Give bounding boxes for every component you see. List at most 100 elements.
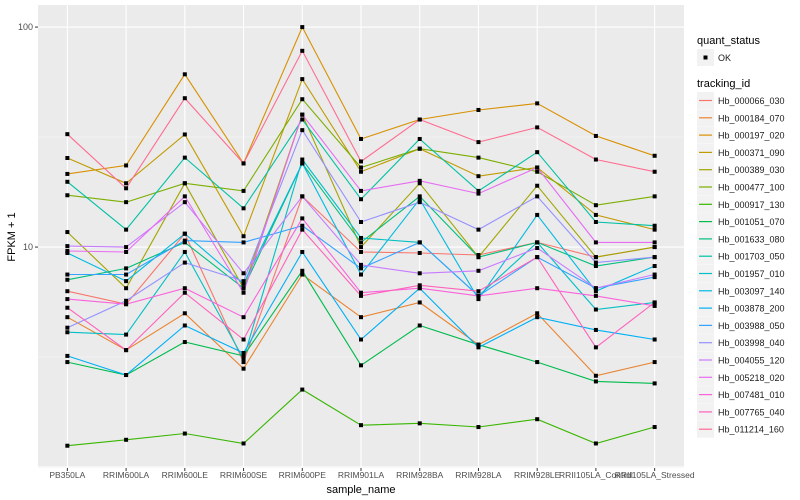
data-point-Hb_001633_080 [593, 264, 598, 269]
y-tick-label: 100 [18, 22, 33, 32]
data-point-Hb_007481_010 [652, 303, 657, 308]
data-point-Hb_000917_130 [652, 425, 657, 430]
data-point-Hb_000371_090 [182, 132, 187, 137]
data-point-Hb_000184_070 [65, 315, 70, 320]
data-point-Hb_000917_130 [417, 421, 422, 426]
data-point-Hb_003998_040 [124, 298, 129, 303]
data-point-Hb_003998_040 [652, 255, 657, 260]
data-point-Hb_000197_020 [182, 72, 187, 77]
data-point-Hb_000389_030 [652, 245, 657, 250]
data-point-Hb_000917_130 [182, 431, 187, 436]
x-tick-label: PB350LA [49, 470, 85, 480]
data-point-Hb_003878_200 [182, 323, 187, 328]
data-points [65, 25, 657, 448]
data-point-Hb_000371_090 [241, 234, 246, 239]
data-point-Hb_000477_100 [417, 146, 422, 151]
legend-label: Hb_003988_050 [718, 321, 785, 331]
data-point-Hb_007765_040 [417, 283, 422, 288]
legend-item: Hb_001703_050 [697, 247, 785, 265]
data-point-Hb_003097_140 [417, 197, 422, 202]
legend-label: Hb_001703_050 [718, 252, 785, 262]
data-point-Hb_001051_070 [65, 360, 70, 365]
data-point-Hb_000917_130 [359, 423, 363, 428]
data-point-Hb_007765_040 [65, 305, 70, 310]
data-point-Hb_000477_100 [359, 165, 363, 170]
data-point-Hb_003998_040 [300, 128, 305, 133]
data-point-Hb_001957_010 [182, 249, 187, 254]
data-point-Hb_001703_050 [652, 223, 657, 228]
data-point-Hb_003998_040 [417, 200, 422, 205]
data-point-Hb_001051_070 [182, 340, 187, 345]
legend-item: Hb_001051_070 [697, 213, 785, 231]
data-point-Hb_011214_160 [476, 140, 481, 145]
data-point-Hb_003998_040 [593, 260, 598, 265]
legend-label: Hb_000917_130 [718, 200, 785, 210]
legend-label: Hb_001957_010 [718, 269, 785, 279]
data-point-Hb_003878_200 [124, 373, 129, 378]
data-point-Hb_011214_160 [241, 161, 246, 166]
data-point-Hb_003878_200 [652, 337, 657, 342]
data-point-Hb_011214_160 [359, 159, 363, 164]
legend-label: Hb_005218_020 [718, 373, 785, 383]
legend-item: Hb_011214_160 [697, 420, 784, 438]
data-point-Hb_007765_040 [359, 293, 363, 298]
legend-item: Hb_000917_130 [697, 195, 785, 213]
data-point-Hb_003097_140 [593, 289, 598, 294]
legend-item: Hb_001633_080 [697, 230, 785, 248]
legend-label: Hb_003998_040 [718, 338, 785, 348]
data-point-Hb_000389_030 [124, 286, 129, 291]
data-point-Hb_001703_050 [241, 206, 246, 211]
data-point-Hb_011214_160 [417, 117, 422, 122]
data-point-Hb_000477_100 [476, 155, 481, 160]
data-point-Hb_011214_160 [182, 96, 187, 101]
data-point-Hb_001957_010 [241, 356, 246, 361]
data-point-Hb_011214_160 [652, 169, 657, 174]
legend-label: Hb_000477_100 [718, 183, 785, 193]
data-point-Hb_005218_020 [182, 194, 187, 199]
data-point-Hb_000371_090 [65, 156, 70, 161]
data-point-Hb_003988_050 [417, 240, 422, 245]
data-point-Hb_001051_070 [535, 360, 540, 365]
data-point-Hb_003998_040 [359, 219, 363, 224]
data-point-Hb_007481_010 [182, 286, 187, 291]
data-point-Hb_011214_160 [65, 132, 70, 137]
data-point-Hb_005218_020 [652, 240, 657, 245]
data-point-Hb_007765_040 [300, 227, 305, 232]
data-point-Hb_001633_080 [476, 255, 481, 260]
data-point-Hb_003097_140 [124, 279, 129, 284]
data-point-Hb_004055_120 [65, 244, 70, 249]
data-point-Hb_000477_100 [652, 194, 657, 199]
data-point-Hb_003998_040 [65, 325, 70, 330]
data-point-Hb_003988_050 [652, 275, 657, 280]
data-point-Hb_000389_030 [593, 255, 598, 260]
data-point-Hb_001633_080 [359, 240, 363, 245]
data-point-Hb_007481_010 [65, 297, 70, 302]
data-point-Hb_003988_050 [65, 272, 70, 277]
legend-label: Hb_000184_070 [718, 113, 785, 123]
data-point-Hb_004055_120 [476, 268, 481, 273]
data-point-Hb_003988_050 [300, 223, 305, 228]
data-point-Hb_007765_040 [124, 348, 129, 353]
legend-point-ok-icon [703, 55, 708, 60]
data-point-Hb_001703_050 [65, 179, 70, 184]
data-point-Hb_000184_070 [241, 366, 246, 371]
data-point-Hb_003097_140 [652, 264, 657, 269]
data-point-Hb_007765_040 [593, 345, 598, 350]
legend-label: Hb_001633_080 [718, 234, 785, 244]
data-point-Hb_000917_130 [476, 425, 481, 430]
data-point-Hb_011214_160 [124, 186, 129, 191]
legend-label: Hb_001051_070 [718, 217, 785, 227]
legend-item: Hb_000066_030 [697, 92, 785, 109]
data-point-Hb_000371_090 [476, 174, 481, 179]
data-point-Hb_003097_140 [182, 231, 187, 236]
data-point-Hb_001633_080 [417, 194, 422, 199]
data-point-Hb_001703_050 [417, 136, 422, 141]
data-point-Hb_003988_050 [241, 240, 246, 245]
data-point-Hb_003988_050 [124, 272, 129, 277]
data-point-Hb_007765_040 [476, 289, 481, 294]
data-point-Hb_005218_020 [476, 191, 481, 196]
data-point-Hb_001957_010 [300, 157, 305, 162]
data-point-Hb_000371_090 [124, 181, 129, 186]
data-point-Hb_000197_020 [300, 25, 305, 30]
